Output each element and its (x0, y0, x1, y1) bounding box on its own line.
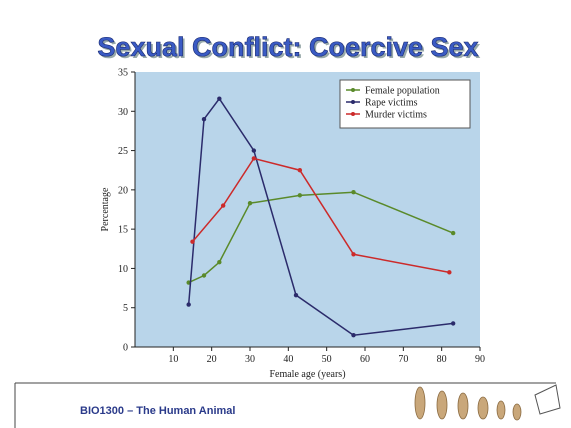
y-tick-label: 5 (123, 303, 128, 314)
x-tick-label: 30 (245, 354, 255, 365)
x-tick-label: 90 (475, 354, 485, 365)
legend-label: Murder victims (365, 110, 427, 121)
x-tick-label: 10 (168, 354, 178, 365)
legend-dot (351, 112, 355, 116)
y-tick-label: 35 (118, 68, 128, 79)
data-point (186, 302, 190, 306)
data-point (252, 148, 256, 152)
x-axis-label: Female age (years) (269, 369, 345, 380)
x-tick-label: 40 (283, 354, 293, 365)
slide-title: Sexual Conflict: Coercive Sex (97, 32, 478, 62)
legend-dot (351, 100, 355, 104)
data-point (298, 193, 302, 197)
data-point (351, 252, 355, 256)
x-tick-label: 70 (398, 354, 408, 365)
data-point (252, 156, 256, 160)
data-point (447, 270, 451, 274)
legend-dot (351, 88, 355, 92)
evolution-icons (415, 387, 521, 420)
x-tick-label: 20 (207, 354, 217, 365)
data-point (202, 117, 206, 121)
x-tick-label: 50 (322, 354, 332, 365)
data-point (298, 168, 302, 172)
legend-label: Female population (365, 86, 440, 97)
legend-label: Rape victims (365, 98, 418, 109)
chart: 0 5 10 15 20 25 30 35 10 20 30 40 50 60 70 80 90 Female a… (100, 68, 485, 381)
data-point (202, 273, 206, 277)
y-tick-label: 0 (123, 343, 128, 354)
x-tick-label: 60 (360, 354, 370, 365)
data-point (451, 321, 455, 325)
y-tick-label: 10 (118, 264, 128, 275)
data-point (217, 260, 221, 264)
slide: Sexual Conflict: Coercive Sex Sexual Con… (0, 0, 571, 428)
data-point (351, 190, 355, 194)
y-tick-label: 25 (118, 146, 128, 157)
data-point (351, 333, 355, 337)
spiral-icon (535, 385, 560, 414)
data-point (248, 201, 252, 205)
y-tick-label: 15 (118, 225, 128, 236)
data-point (190, 240, 194, 244)
data-point (221, 203, 225, 207)
data-point (217, 97, 221, 101)
footer-text: BIO1300 – The Human Animal (80, 405, 235, 417)
data-point (294, 293, 298, 297)
data-point (451, 231, 455, 235)
x-tick-label: 80 (437, 354, 447, 365)
y-tick-label: 30 (118, 107, 128, 118)
y-tick-label: 20 (118, 185, 128, 196)
y-axis-label: Percentage (100, 187, 111, 231)
